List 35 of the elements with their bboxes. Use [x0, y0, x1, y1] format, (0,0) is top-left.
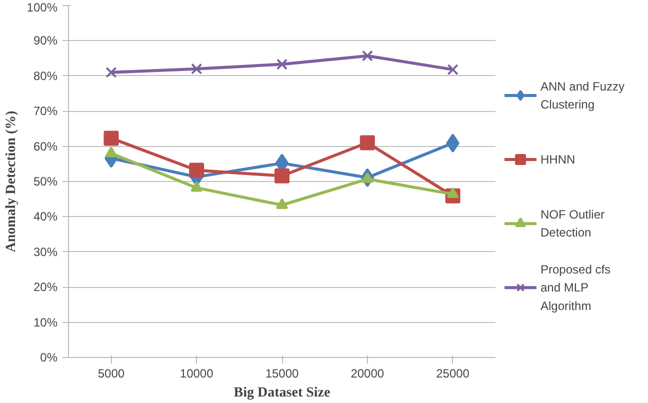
x-axis-title: Big Dataset Size: [234, 386, 330, 400]
x-tick-label: 25000: [436, 366, 470, 380]
y-tick-label: 90%: [33, 34, 58, 48]
legend-label: NOF Outlier Detection: [540, 207, 605, 240]
y-axis-title: Anomaly Detection (%): [4, 110, 19, 252]
y-tick-label: 30%: [33, 244, 58, 259]
point: [360, 135, 375, 150]
x-tick-label: 20000: [350, 366, 384, 380]
legend-label: Proposed cfs and MLP Algorithm: [540, 262, 611, 313]
point: [191, 63, 202, 74]
y-tick-label: 20%: [33, 280, 58, 294]
legend-label: ANN and Fuzzy Clustering: [540, 79, 625, 112]
point: [362, 50, 373, 62]
x-tick-label: 10000: [180, 366, 214, 380]
point: [105, 146, 118, 158]
point: [189, 162, 204, 178]
y-tick-label: 60%: [33, 139, 58, 154]
x-tick-label: 15000: [265, 366, 300, 380]
point: [104, 130, 119, 146]
legend-label: HHNN: [540, 152, 576, 167]
x-tick-label: 5000: [98, 366, 125, 380]
point: [446, 187, 459, 198]
y-tick-label: 10%: [33, 315, 58, 330]
y-tick-label: 0%: [40, 350, 58, 364]
point: [447, 64, 458, 76]
point: [190, 181, 203, 192]
point: [106, 66, 117, 78]
y-tick-label: 50%: [33, 174, 58, 188]
y-tick-label: 70%: [33, 104, 58, 118]
y-tick-label: 100%: [26, 0, 58, 14]
y-tick-label: 40%: [33, 210, 58, 224]
point: [276, 58, 288, 70]
y-tick-label: 80%: [33, 68, 58, 83]
point: [276, 198, 288, 209]
point: [274, 168, 290, 184]
